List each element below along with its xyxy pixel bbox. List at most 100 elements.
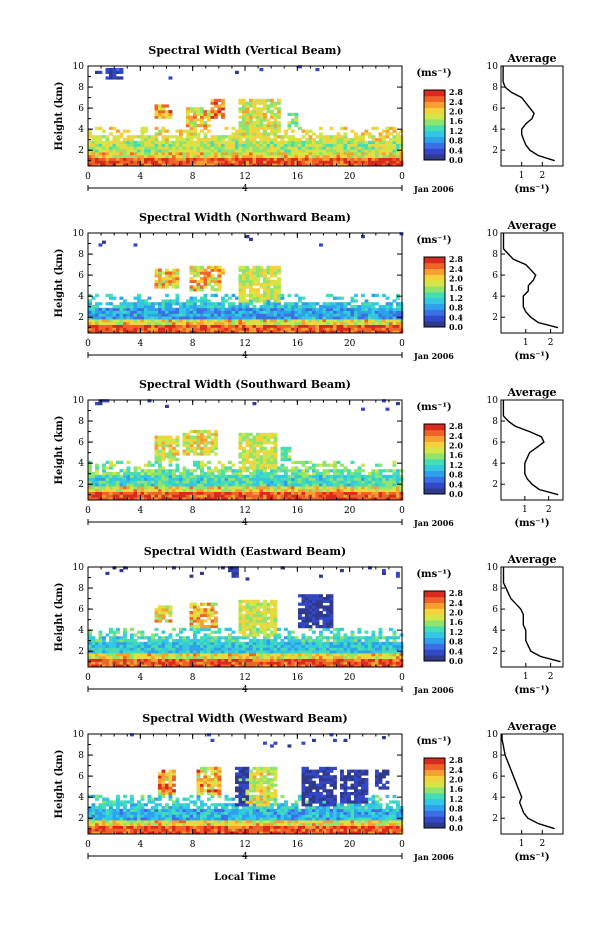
heatmap-cell [109,302,113,306]
heatmap-cell [217,271,222,275]
heatmap-cell [231,152,236,156]
heatmap-cell [336,302,341,306]
heatmap-cell [193,285,197,289]
heatmap-cell [245,282,250,286]
heatmap-cell [263,446,267,450]
heatmap-cell [161,641,166,645]
heatmap-cell [88,154,92,158]
heatmap-cell [245,441,250,445]
heatmap-cell [389,152,393,156]
heatmap-cell [291,313,295,317]
heatmap-cell [203,444,208,448]
heatmap-cell [371,135,376,139]
heatmap-cell [256,265,260,269]
heatmap-cell [224,469,229,473]
heatmap-cell [238,327,243,331]
heatmap-cell [301,152,306,156]
heatmap-cell [238,480,243,484]
heatmap-cell [270,466,274,470]
heatmap-cell [214,163,218,167]
heatmap-cell [165,319,169,323]
heatmap-cell [235,469,239,473]
heatmap-cell [193,152,197,156]
heatmap-cell [263,98,267,102]
heatmap-cell [245,480,250,484]
heatmap-cell [399,491,404,495]
heatmap-cell [140,143,145,147]
heatmap-cell [284,491,288,495]
heatmap-cell [200,265,204,269]
heatmap-cell [249,321,253,325]
heatmap-cell [168,282,173,286]
heatmap-cell [256,438,260,442]
heatmap-cell [294,469,299,473]
heatmap-cell [364,313,369,317]
heatmap-cell [378,497,383,501]
heatmap-cell [312,463,316,467]
heatmap-cell [357,472,362,476]
heatmap-cell [207,265,211,269]
y-tick-label: 2 [78,146,84,156]
heatmap-cell [294,466,299,470]
heatmap-cell [280,154,285,158]
heatmap-cell [161,494,166,498]
heatmap-cell [329,491,334,495]
heatmap-cell [298,488,302,492]
heatmap-cell [98,321,103,325]
heatmap-cell [203,305,208,309]
heatmap-cell [193,157,197,161]
heatmap-cell [207,149,211,153]
heatmap-cell [221,115,225,119]
heatmap-cell [154,480,159,484]
heatmap-cell [256,466,260,470]
heatmap-cell [287,449,292,453]
colorbar-swatch [424,142,445,149]
heatmap-cell [315,494,320,498]
heatmap-cell [235,129,239,133]
heatmap-cell [214,435,218,439]
heatmap-cell [123,307,127,311]
heatmap-cell [245,494,250,498]
heatmap-cell [224,483,229,487]
heatmap-cell [140,316,145,320]
heatmap-cell [364,324,369,328]
heatmap-cell [140,488,145,492]
heatmap-cell [137,146,141,150]
heatmap-cell [203,474,208,478]
heatmap-cell [130,655,134,659]
heatmap-cell [161,466,166,470]
heatmap-cell [340,472,344,476]
heatmap-cell [196,444,201,448]
heatmap-cell [116,319,120,323]
heatmap-cell [140,655,145,659]
heatmap-cell [140,313,145,317]
heatmap-cell [291,460,295,464]
heatmap-cell [147,658,152,662]
heatmap-cell [130,641,134,645]
heatmap-cell [193,115,197,119]
heatmap-cell [249,140,253,144]
heatmap-cell [154,307,159,311]
heatmap-cell [203,483,208,487]
heatmap-cell [95,494,99,498]
heatmap-cell [119,319,124,323]
heatmap-cell [172,472,176,476]
heatmap-cell [245,299,250,303]
heatmap-cell [319,143,323,147]
colorbar-tick-label: 2.0 [449,274,463,284]
heatmap-cell [207,644,211,648]
heatmap-cell [221,488,225,492]
heatmap-cell [217,321,222,325]
heatmap-cell [116,310,120,314]
heatmap-cell [273,327,278,331]
heatmap-cell [277,112,281,116]
heatmap-cell [308,321,313,325]
heatmap-cell [91,636,96,640]
heatmap-cell [322,305,327,309]
heatmap-cell [161,647,166,651]
heatmap-cell [263,441,267,445]
heatmap-cell [273,135,278,139]
heatmap-cell [273,449,278,453]
heatmap-cell [361,152,365,156]
heatmap-cell [350,140,355,144]
